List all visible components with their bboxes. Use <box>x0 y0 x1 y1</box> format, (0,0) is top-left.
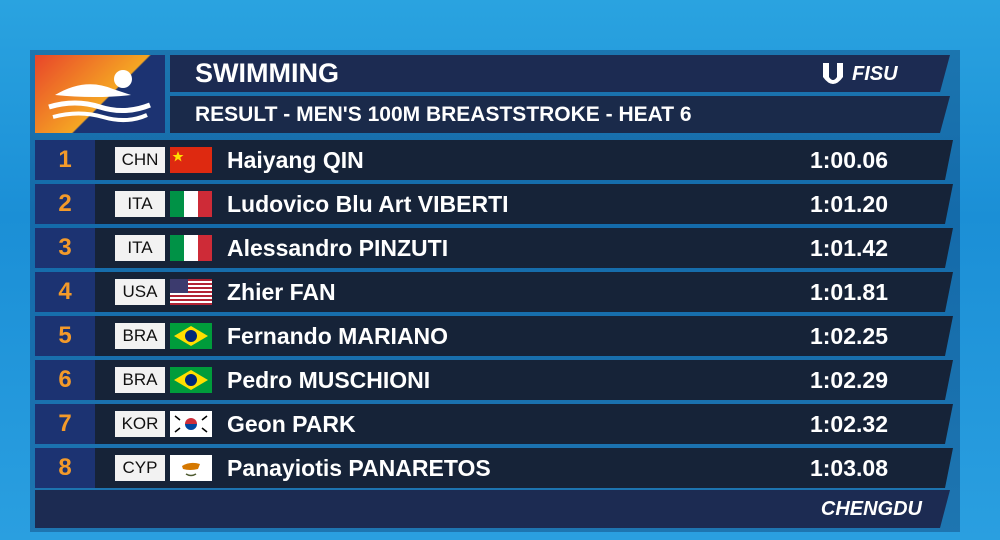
result-row: 1 CHN Haiyang QIN 1:00.06 <box>35 140 953 180</box>
country-code: USA <box>115 279 165 305</box>
country-code: BRA <box>115 367 165 393</box>
athlete-name: Ludovico Blu Art VIBERTI <box>227 191 509 217</box>
rank: 2 <box>35 184 95 224</box>
result-row: 4 USA Zhier FAN 1:01.81 <box>35 272 953 312</box>
rank: 8 <box>35 448 95 488</box>
flag <box>170 279 212 305</box>
result-time: 1:01.42 <box>809 235 888 261</box>
rank: 3 <box>35 228 95 268</box>
country-code: ITA <box>115 235 165 261</box>
brand-mark <box>823 63 843 84</box>
country-code: CYP <box>115 455 165 481</box>
rank: 6 <box>35 360 95 400</box>
rank: 4 <box>35 272 95 312</box>
subtitle-bar <box>170 96 950 133</box>
athlete-name: Alessandro PINZUTI <box>227 235 449 261</box>
result-row: 3 ITA Alessandro PINZUTI 1:01.42 <box>35 228 953 268</box>
result-time: 1:02.25 <box>809 323 888 349</box>
result-row: 2 ITA Ludovico Blu Art VIBERTI 1:01.20 <box>35 184 953 224</box>
swimmer-logo <box>48 70 151 122</box>
rank: 5 <box>35 316 95 356</box>
brand: FISU <box>820 60 898 88</box>
title-bar <box>170 55 950 92</box>
result-time: 1:01.81 <box>809 279 888 305</box>
flag <box>170 367 212 393</box>
flag <box>170 323 212 349</box>
athlete-name: Fernando MARIANO <box>227 323 449 349</box>
subtitle: RESULT - MEN'S 100M BREASTSTROKE - HEAT … <box>195 103 692 126</box>
athlete-name: Panayiotis PANARETOS <box>227 455 491 481</box>
result-time: 1:00.06 <box>809 147 888 173</box>
flag <box>170 191 212 217</box>
flag <box>170 235 212 261</box>
rank: 7 <box>35 404 95 444</box>
country-code: KOR <box>115 411 165 437</box>
country-code: ITA <box>115 191 165 217</box>
athlete-name: Geon PARK <box>227 411 356 437</box>
country-code: BRA <box>115 323 165 349</box>
athlete-name: Haiyang QIN <box>227 147 364 173</box>
flag <box>170 455 212 481</box>
result-row: 5 BRA Fernando MARIANO 1:02.25 <box>35 316 953 356</box>
rank: 1 <box>35 140 95 180</box>
result-time: 1:01.20 <box>809 191 888 217</box>
result-time: 1:02.29 <box>809 367 888 393</box>
country-code: CHN <box>115 147 165 173</box>
flag <box>170 411 212 437</box>
result-row: 7 KOR Geon PARK 1:02.32 <box>35 404 953 444</box>
footer-bar <box>35 490 950 528</box>
brand-text: FISU <box>852 62 898 85</box>
athlete-name: Pedro MUSCHIONI <box>227 367 431 393</box>
title: SWIMMING <box>195 58 339 88</box>
flag <box>170 147 212 173</box>
result-time: 1:03.08 <box>809 455 888 481</box>
logo-block <box>35 55 165 133</box>
result-row: 8 CYP Panayiotis PANARETOS 1:03.08 <box>35 448 953 488</box>
result-time: 1:02.32 <box>809 411 888 437</box>
athlete-name: Zhier FAN <box>227 279 336 305</box>
result-row: 6 BRA Pedro MUSCHIONI 1:02.29 <box>35 360 953 400</box>
footer-city: CHENGDU <box>820 498 922 520</box>
